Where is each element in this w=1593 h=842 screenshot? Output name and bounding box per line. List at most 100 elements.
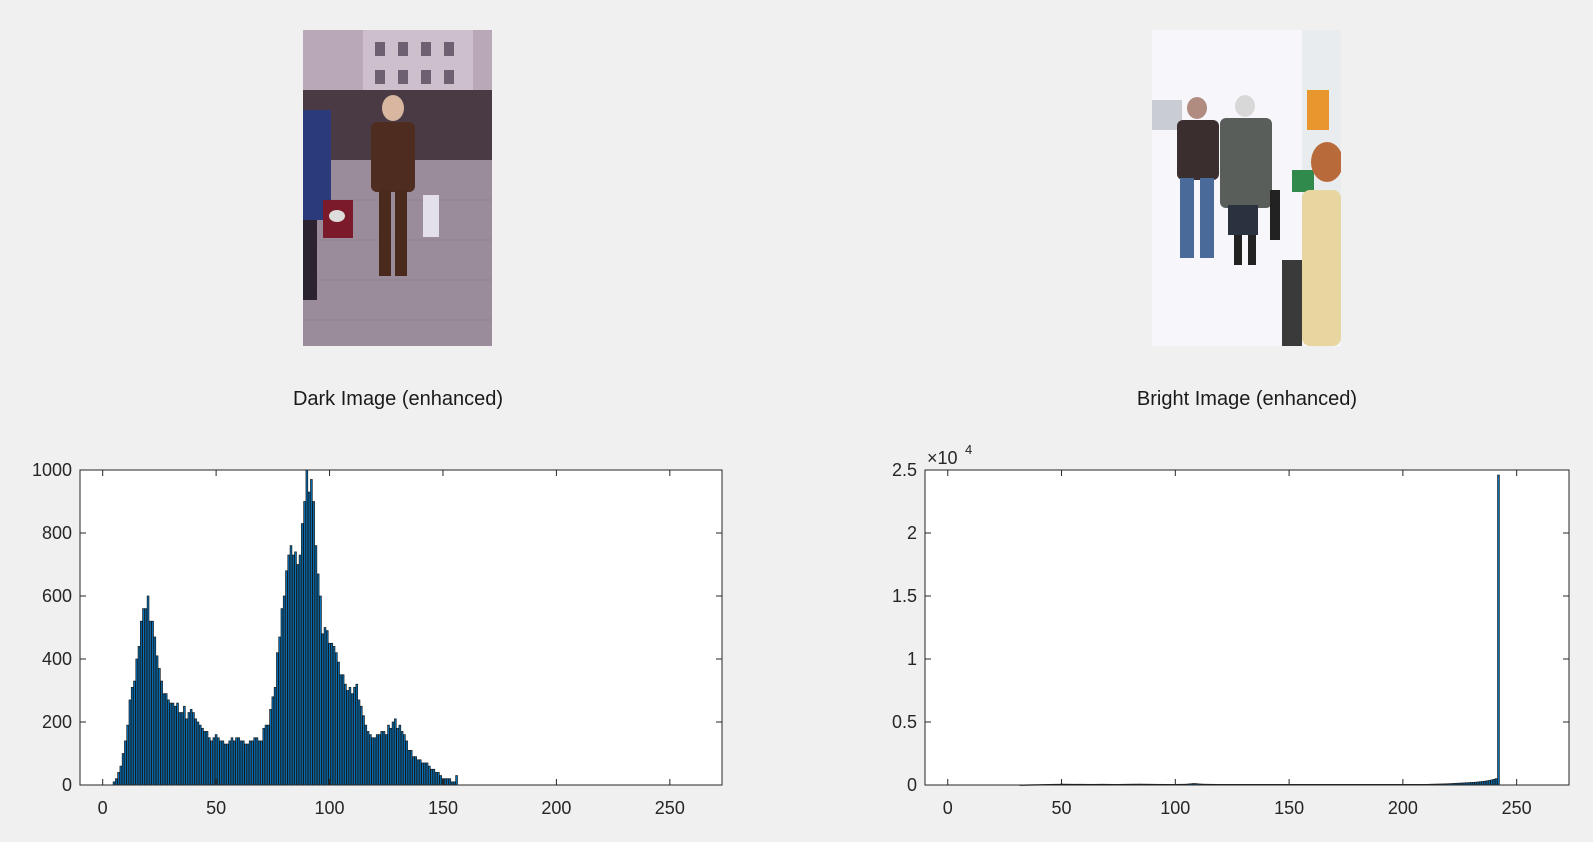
y-tick-label: 1.5 bbox=[892, 586, 917, 606]
histogram-bar bbox=[439, 775, 442, 786]
x-tick-label: 100 bbox=[1160, 798, 1190, 818]
histogram-bar bbox=[180, 712, 184, 786]
dark-histogram: 0 50 100 150 200 250 0 200 400 600 800 1000 bbox=[32, 460, 723, 818]
histogram-bar bbox=[133, 680, 136, 786]
histogram-bar bbox=[251, 740, 254, 786]
histogram-bar bbox=[432, 768, 436, 786]
y-tick-label: 600 bbox=[42, 586, 72, 606]
histogram-bar bbox=[323, 627, 327, 786]
histogram-bar bbox=[235, 737, 238, 786]
histogram-bar bbox=[350, 693, 354, 786]
histogram-bar bbox=[285, 570, 288, 786]
x-tick-label: 0 bbox=[943, 798, 953, 818]
histogram-bar bbox=[312, 501, 315, 786]
histogram-bar bbox=[303, 501, 306, 786]
histogram-bar bbox=[387, 724, 390, 786]
histogram-bar bbox=[409, 749, 413, 786]
histogram-bar bbox=[262, 727, 266, 786]
histogram-bar bbox=[1497, 474, 1500, 786]
histogram-bar bbox=[282, 595, 286, 786]
histogram-bar bbox=[348, 686, 352, 786]
histogram-bar bbox=[212, 737, 216, 786]
histogram-bar bbox=[244, 743, 247, 786]
histogram-bar bbox=[214, 734, 218, 786]
x-tick-label: 250 bbox=[1502, 798, 1532, 818]
histogram-bar bbox=[169, 702, 172, 786]
histogram-bar bbox=[385, 734, 388, 786]
histogram-bar bbox=[307, 491, 311, 786]
histogram-bar bbox=[428, 765, 431, 786]
bright-image bbox=[1152, 30, 1341, 346]
y-tick-label: 200 bbox=[42, 712, 72, 732]
histogram-bar bbox=[1494, 778, 1498, 786]
histogram-bar bbox=[416, 759, 420, 786]
histogram-bar bbox=[1485, 780, 1489, 786]
histogram-bar bbox=[233, 740, 236, 786]
histogram-bar bbox=[187, 712, 191, 786]
axes-background bbox=[925, 470, 1569, 785]
histogram-bar bbox=[273, 686, 277, 786]
y-tick-label: 400 bbox=[42, 649, 72, 669]
histogram-bar bbox=[124, 740, 127, 786]
histogram-bar bbox=[425, 762, 429, 786]
histogram-bar bbox=[139, 620, 143, 786]
histogram-bar bbox=[228, 740, 231, 786]
histogram-bar bbox=[239, 740, 243, 786]
x-tick-label: 250 bbox=[655, 798, 685, 818]
histogram-bar bbox=[267, 724, 270, 786]
histogram-bar bbox=[203, 731, 207, 786]
histogram-bar bbox=[371, 737, 374, 786]
histogram-bar bbox=[375, 734, 379, 786]
histogram-bar bbox=[389, 727, 393, 786]
histogram-bar bbox=[364, 724, 368, 786]
histogram-bar bbox=[360, 705, 363, 786]
histogram-bar bbox=[201, 727, 204, 786]
histogram-bar bbox=[185, 718, 188, 786]
histogram-bar bbox=[162, 693, 166, 786]
histogram-bar bbox=[423, 762, 427, 786]
histogram-bar bbox=[298, 554, 302, 786]
histogram-bar bbox=[221, 740, 225, 786]
bright-histogram: 0 50 100 150 200 250 0 0.5 1 1.5 2 2.5 ×10 4 bbox=[892, 442, 1570, 818]
histogram-bar bbox=[346, 690, 349, 786]
histogram-bar bbox=[455, 775, 458, 786]
histogram-bar bbox=[260, 740, 263, 786]
histogram-bar bbox=[316, 573, 320, 786]
y-tick-label: 0.5 bbox=[892, 712, 917, 732]
histogram-bar bbox=[305, 469, 309, 786]
histogram-bar bbox=[1490, 779, 1493, 786]
histogram-bar bbox=[142, 608, 145, 786]
histogram-bar bbox=[242, 740, 245, 786]
histogram-bar bbox=[146, 595, 150, 786]
histogram-bar bbox=[144, 608, 148, 786]
x-tick-label: 100 bbox=[315, 798, 345, 818]
histogram-bar bbox=[237, 737, 241, 786]
x-tick-label: 150 bbox=[428, 798, 458, 818]
histogram-bar bbox=[446, 778, 449, 786]
histogram-bar bbox=[319, 595, 322, 786]
histogram-bar bbox=[357, 699, 361, 786]
histogram-bar bbox=[287, 554, 290, 786]
histogram-bar bbox=[1483, 780, 1487, 786]
histogram-bar bbox=[296, 564, 300, 786]
histogram-bar bbox=[335, 652, 338, 786]
histogram-bar bbox=[394, 718, 397, 786]
histogram-bar bbox=[205, 731, 209, 786]
histogram-bar bbox=[400, 731, 404, 786]
y-exponent-label: ×10 bbox=[927, 448, 958, 468]
histogram-bar bbox=[310, 479, 313, 786]
histogram-bar bbox=[130, 686, 134, 786]
histogram-bar bbox=[1488, 780, 1491, 786]
histogram-bar bbox=[405, 740, 408, 786]
histogram-bar bbox=[421, 762, 424, 786]
histogram-bar bbox=[160, 680, 163, 786]
histogram-bar bbox=[294, 551, 297, 786]
histogram-bar bbox=[176, 702, 179, 786]
histogram-bar bbox=[248, 740, 252, 786]
histogram-bar bbox=[380, 731, 383, 786]
histogram-bar bbox=[210, 740, 213, 786]
histogram-bar bbox=[171, 702, 175, 786]
histogram-bar bbox=[419, 759, 422, 786]
histogram-bar bbox=[328, 642, 331, 786]
x-tick-label: 50 bbox=[206, 798, 226, 818]
